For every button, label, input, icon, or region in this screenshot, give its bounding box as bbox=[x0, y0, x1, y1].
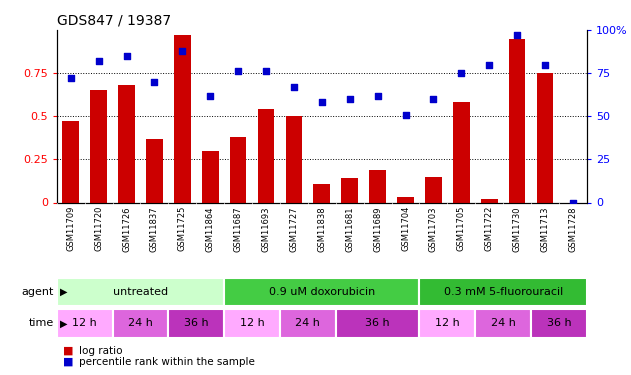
Text: 36 h: 36 h bbox=[184, 318, 209, 328]
Text: GSM11709: GSM11709 bbox=[66, 206, 75, 251]
Text: GSM11838: GSM11838 bbox=[317, 206, 326, 252]
Text: GSM11725: GSM11725 bbox=[178, 206, 187, 251]
Bar bbox=[453, 102, 469, 202]
Bar bbox=[112, 309, 168, 338]
Text: 0.3 mM 5-fluorouracil: 0.3 mM 5-fluorouracil bbox=[444, 286, 563, 297]
Point bbox=[233, 68, 243, 74]
Point bbox=[484, 62, 494, 68]
Text: GSM11693: GSM11693 bbox=[261, 206, 271, 252]
Text: 0.9 uM doxorubicin: 0.9 uM doxorubicin bbox=[269, 286, 375, 297]
Point bbox=[345, 96, 355, 102]
Text: GDS847 / 19387: GDS847 / 19387 bbox=[57, 13, 171, 27]
Bar bbox=[397, 197, 414, 202]
Text: GSM11681: GSM11681 bbox=[345, 206, 354, 252]
Text: 24 h: 24 h bbox=[128, 318, 153, 328]
Text: ▶: ▶ bbox=[60, 286, 68, 297]
Text: GSM11705: GSM11705 bbox=[457, 206, 466, 251]
Bar bbox=[174, 35, 191, 203]
Point bbox=[401, 111, 411, 117]
Point bbox=[456, 70, 466, 76]
Bar bbox=[146, 139, 163, 202]
Point bbox=[66, 75, 76, 81]
Text: GSM11730: GSM11730 bbox=[512, 206, 522, 252]
Bar bbox=[341, 178, 358, 203]
Text: 12 h: 12 h bbox=[240, 318, 264, 328]
Text: agent: agent bbox=[21, 286, 54, 297]
Bar bbox=[62, 122, 79, 202]
Point bbox=[289, 84, 299, 90]
Point bbox=[205, 93, 215, 99]
Point bbox=[372, 93, 382, 99]
Text: GSM11864: GSM11864 bbox=[206, 206, 215, 252]
Bar bbox=[230, 137, 247, 202]
Bar bbox=[425, 177, 442, 203]
Bar bbox=[280, 309, 336, 338]
Bar bbox=[168, 309, 224, 338]
Bar bbox=[475, 309, 531, 338]
Text: GSM11713: GSM11713 bbox=[541, 206, 550, 252]
Bar bbox=[57, 278, 224, 306]
Bar bbox=[420, 278, 587, 306]
Text: GSM11687: GSM11687 bbox=[233, 206, 242, 252]
Text: 24 h: 24 h bbox=[295, 318, 321, 328]
Bar bbox=[314, 183, 330, 203]
Point bbox=[428, 96, 439, 102]
Text: 12 h: 12 h bbox=[73, 318, 97, 328]
Bar bbox=[57, 309, 112, 338]
Bar bbox=[224, 278, 420, 306]
Bar bbox=[536, 73, 553, 202]
Bar bbox=[202, 151, 218, 202]
Point bbox=[512, 32, 522, 38]
Text: GSM11726: GSM11726 bbox=[122, 206, 131, 252]
Point bbox=[150, 79, 160, 85]
Text: GSM11704: GSM11704 bbox=[401, 206, 410, 251]
Point bbox=[317, 99, 327, 105]
Text: GSM11720: GSM11720 bbox=[94, 206, 103, 251]
Point bbox=[261, 68, 271, 74]
Point bbox=[540, 62, 550, 68]
Bar bbox=[286, 116, 302, 202]
Text: time: time bbox=[28, 318, 54, 328]
Text: ■: ■ bbox=[63, 346, 74, 355]
Text: GSM11689: GSM11689 bbox=[373, 206, 382, 252]
Text: 36 h: 36 h bbox=[546, 318, 571, 328]
Text: GSM11837: GSM11837 bbox=[150, 206, 159, 252]
Bar bbox=[257, 110, 274, 202]
Text: untreated: untreated bbox=[113, 286, 168, 297]
Text: 12 h: 12 h bbox=[435, 318, 460, 328]
Text: GSM11727: GSM11727 bbox=[290, 206, 298, 252]
Text: GSM11722: GSM11722 bbox=[485, 206, 493, 251]
Text: ▶: ▶ bbox=[60, 318, 68, 328]
Text: GSM11728: GSM11728 bbox=[569, 206, 577, 252]
Text: 24 h: 24 h bbox=[491, 318, 516, 328]
Text: percentile rank within the sample: percentile rank within the sample bbox=[79, 357, 255, 367]
Point bbox=[177, 48, 187, 54]
Text: 36 h: 36 h bbox=[365, 318, 390, 328]
Bar bbox=[336, 309, 420, 338]
Bar bbox=[531, 309, 587, 338]
Bar bbox=[224, 309, 280, 338]
Point bbox=[93, 58, 103, 64]
Bar bbox=[369, 170, 386, 202]
Bar bbox=[90, 90, 107, 202]
Bar bbox=[481, 199, 498, 202]
Bar bbox=[420, 309, 475, 338]
Text: GSM11703: GSM11703 bbox=[429, 206, 438, 252]
Bar bbox=[509, 39, 526, 203]
Point bbox=[122, 53, 132, 59]
Bar bbox=[118, 85, 135, 202]
Text: ■: ■ bbox=[63, 357, 74, 367]
Point bbox=[568, 200, 578, 206]
Text: log ratio: log ratio bbox=[79, 346, 122, 355]
